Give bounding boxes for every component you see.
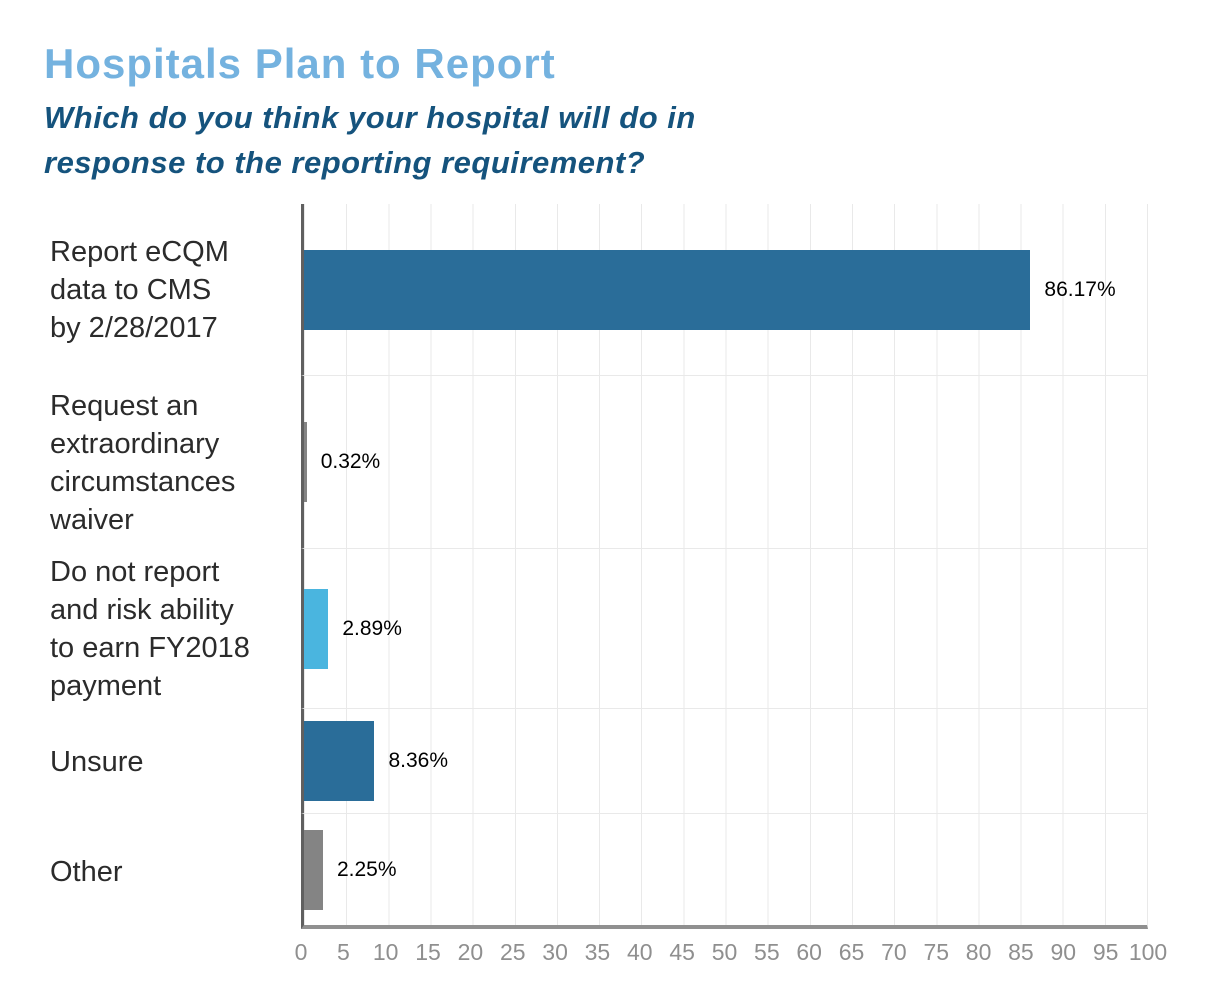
chart-rows: Report eCQM data to CMS by 2/28/2017 86.1… xyxy=(44,204,1148,930)
axis-spacer xyxy=(44,929,301,975)
x-tick-label: 5 xyxy=(336,939,350,966)
x-axis: 0 5 10 15 20 25 30 35 40 45 50 55 60 65 70 75 80 85 90 95 10… xyxy=(295,929,1168,975)
x-tick-label: 0 xyxy=(294,939,308,966)
bar-value-label: 2.25% xyxy=(336,857,397,881)
plot-band: 2.89% xyxy=(301,549,1148,710)
bar-chart: Report eCQM data to CMS by 2/28/2017 86.1… xyxy=(44,204,1168,975)
category-label: Report eCQM data to CMS by 2/28/2017 xyxy=(50,236,229,345)
x-tick-label: 80 xyxy=(965,939,992,966)
x-tick-label: 90 xyxy=(1050,939,1077,966)
x-tick-label: 15 xyxy=(415,939,441,966)
chart-row: Unsure 8.36% xyxy=(44,709,1148,815)
plot-band: 0.32% xyxy=(301,376,1148,550)
x-tick-label: 95 xyxy=(1092,939,1119,966)
x-tick-label: 40 xyxy=(627,939,653,966)
bar xyxy=(304,588,329,669)
chart-row: Report eCQM data to CMS by 2/28/2017 86.1… xyxy=(44,204,1148,377)
category-label: Other xyxy=(50,855,123,888)
x-tick-label: 55 xyxy=(754,939,780,966)
bar-value-label: 8.36% xyxy=(388,749,449,773)
x-tick-label: 70 xyxy=(881,939,907,966)
x-tick-label: 65 xyxy=(838,939,865,966)
x-tick-label: 45 xyxy=(669,939,695,966)
x-tick-label: 75 xyxy=(923,939,950,966)
x-tick-label: 10 xyxy=(372,939,399,966)
page-title: Hospitals Plan to Report xyxy=(44,40,556,87)
category-label: Unsure xyxy=(50,745,144,778)
plot-band: 8.36% xyxy=(301,709,1148,815)
bar-value-label: 0.32% xyxy=(320,450,381,474)
category-label: Do not report and risk ability to earn F… xyxy=(50,556,250,703)
x-tick-label: 30 xyxy=(542,939,568,966)
bar xyxy=(304,721,375,802)
bar xyxy=(304,249,1031,330)
x-tick-label: 50 xyxy=(711,939,738,966)
category-label: Request an extraordinary circumstances w… xyxy=(50,389,236,536)
x-tick-label: 20 xyxy=(457,939,484,966)
x-tick-label: 100 xyxy=(1128,939,1168,966)
x-tick-label: 60 xyxy=(796,939,822,966)
chart-row: Do not report and risk ability to earn F… xyxy=(44,549,1148,710)
x-tick-label: 85 xyxy=(1008,939,1034,966)
bar xyxy=(304,829,323,910)
chart-row: Other 2.25% xyxy=(44,814,1148,930)
plot-band: 86.17% xyxy=(301,204,1148,377)
chart-row: Request an extraordinary circumstances w… xyxy=(44,376,1148,550)
bar-value-label: 86.17% xyxy=(1044,277,1116,301)
page-subtitle: Which do you think your hospital will do… xyxy=(44,100,696,181)
x-axis-row: 0 5 10 15 20 25 30 35 40 45 50 55 60 65 70 75 80 85 90 95 10… xyxy=(44,929,1168,975)
x-tick-label: 35 xyxy=(584,939,611,966)
plot-band: 2.25% xyxy=(301,814,1148,930)
bar-value-label: 2.89% xyxy=(342,616,402,640)
bar xyxy=(304,422,307,503)
x-tick-label: 25 xyxy=(499,939,526,966)
